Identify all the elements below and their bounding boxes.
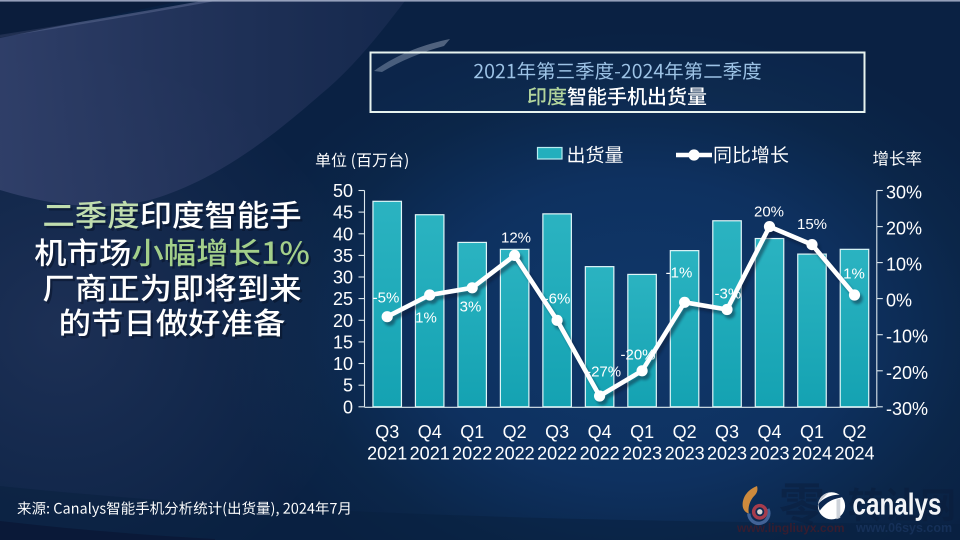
svg-text:50: 50	[333, 181, 353, 201]
svg-text:2024: 2024	[834, 444, 874, 464]
svg-text:-1%: -1%	[666, 264, 693, 281]
svg-text:www.lingliuyx.com: www.lingliuyx.com	[736, 521, 845, 535]
svg-text:1%: 1%	[843, 265, 865, 282]
svg-text:10%: 10%	[886, 255, 922, 275]
svg-text:2023: 2023	[622, 444, 662, 464]
svg-text:Q2: Q2	[673, 422, 697, 442]
svg-text:-20%: -20%	[886, 363, 928, 383]
svg-text:0: 0	[343, 397, 353, 417]
svg-text:Q1: Q1	[460, 422, 484, 442]
svg-text:-6%: -6%	[544, 290, 571, 307]
svg-text:10: 10	[333, 354, 353, 374]
svg-text:2024: 2024	[792, 444, 832, 464]
svg-text:20: 20	[333, 311, 353, 331]
svg-text:2023: 2023	[665, 444, 705, 464]
svg-text:-10%: -10%	[886, 327, 928, 347]
svg-text:Q1: Q1	[630, 422, 654, 442]
svg-text:12%: 12%	[501, 229, 531, 246]
svg-text:2022: 2022	[537, 444, 577, 464]
svg-text:0%: 0%	[886, 291, 912, 311]
svg-text:Q3: Q3	[375, 422, 399, 442]
svg-text:2022: 2022	[452, 444, 492, 464]
svg-text:Q4: Q4	[588, 422, 612, 442]
svg-text:1%: 1%	[415, 309, 437, 326]
svg-text:2022: 2022	[495, 444, 535, 464]
svg-text:canalys: canalys	[853, 487, 942, 522]
svg-text:45: 45	[333, 203, 353, 223]
svg-text:Q4: Q4	[757, 422, 781, 442]
svg-text:Q1: Q1	[800, 422, 824, 442]
svg-text:Q3: Q3	[545, 422, 569, 442]
svg-text:-3%: -3%	[715, 285, 742, 302]
svg-text:Q3: Q3	[715, 422, 739, 442]
svg-text:20%: 20%	[886, 219, 922, 239]
svg-text:2023: 2023	[707, 444, 747, 464]
svg-text:25: 25	[333, 289, 353, 309]
svg-text:-27%: -27%	[586, 363, 621, 380]
svg-text:30: 30	[333, 268, 353, 288]
svg-text:Q2: Q2	[503, 422, 527, 442]
svg-text:35: 35	[333, 246, 353, 266]
svg-text:www.06sys.com: www.06sys.com	[855, 521, 952, 535]
svg-text:30%: 30%	[886, 183, 922, 203]
svg-text:40: 40	[333, 224, 353, 244]
svg-text:3%: 3%	[460, 298, 482, 315]
svg-text:-5%: -5%	[373, 289, 400, 306]
svg-text:2021: 2021	[410, 444, 450, 464]
svg-text:-20%: -20%	[620, 346, 655, 363]
svg-text:Q4: Q4	[418, 422, 442, 442]
svg-text:Q2: Q2	[842, 422, 866, 442]
svg-text:2023: 2023	[749, 444, 789, 464]
svg-text:20%: 20%	[754, 203, 784, 220]
svg-text:2022: 2022	[580, 444, 620, 464]
svg-text:5: 5	[343, 376, 353, 396]
svg-text:2021: 2021	[367, 444, 407, 464]
svg-text:15: 15	[333, 332, 353, 352]
svg-text:15%: 15%	[797, 216, 827, 233]
svg-text:-30%: -30%	[886, 399, 928, 419]
